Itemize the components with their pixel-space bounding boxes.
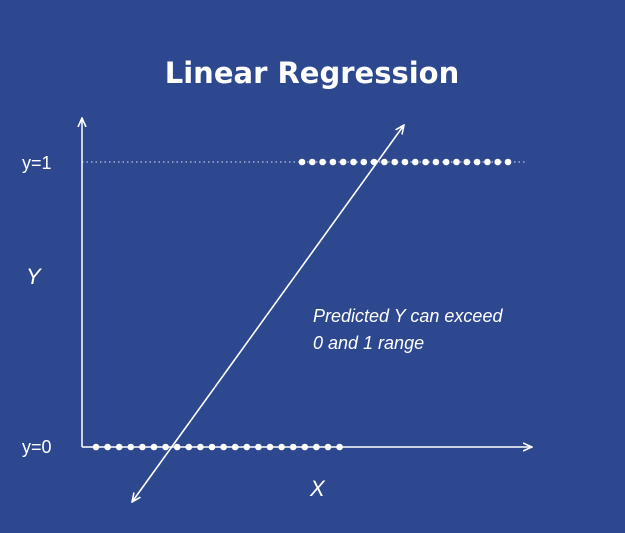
- y-tick-label-1: y=1: [22, 153, 52, 173]
- data-points: [92, 158, 512, 451]
- data-point: [339, 158, 347, 166]
- data-point: [324, 443, 332, 451]
- data-point: [92, 443, 100, 451]
- data-point: [127, 443, 135, 451]
- regression-line: [132, 125, 404, 502]
- data-point: [255, 443, 262, 451]
- data-point: [473, 158, 481, 166]
- data-point: [494, 158, 502, 166]
- data-point: [504, 158, 512, 166]
- annotation-line-2: 0 and 1 range: [313, 333, 424, 353]
- data-point: [463, 158, 471, 166]
- data-point: [139, 443, 146, 451]
- data-point: [115, 443, 123, 451]
- data-point: [278, 443, 285, 451]
- data-point: [162, 443, 169, 451]
- data-point: [401, 158, 409, 166]
- data-point: [243, 443, 251, 451]
- data-point: [370, 158, 378, 166]
- annotation-line-1: Predicted Y can exceed: [313, 306, 503, 326]
- data-point: [453, 158, 460, 166]
- data-point: [313, 443, 320, 451]
- data-point: [336, 443, 343, 451]
- data-point: [185, 443, 193, 451]
- data-point: [150, 443, 158, 451]
- x-axis-label: X: [309, 476, 326, 501]
- data-point: [391, 158, 399, 166]
- data-point: [319, 158, 326, 166]
- data-point: [289, 443, 297, 451]
- data-point: [104, 443, 111, 451]
- data-point: [381, 158, 388, 166]
- data-point: [442, 158, 450, 166]
- data-point: [422, 158, 429, 166]
- data-point: [197, 443, 204, 451]
- data-point: [301, 443, 309, 451]
- data-point: [484, 158, 491, 166]
- data-point: [329, 158, 337, 166]
- y-tick-label-0: y=0: [22, 437, 52, 457]
- data-point: [412, 158, 419, 166]
- data-point: [298, 158, 306, 166]
- chart-title: Linear Regression: [165, 56, 459, 90]
- data-point: [360, 158, 368, 166]
- data-point: [220, 443, 227, 451]
- data-point: [173, 443, 181, 451]
- data-point: [309, 158, 316, 166]
- data-point: [208, 443, 216, 451]
- data-point: [231, 443, 239, 451]
- data-point: [432, 158, 440, 166]
- data-point: [266, 443, 274, 451]
- y-axis-label: Y: [26, 264, 42, 289]
- data-point: [350, 158, 357, 166]
